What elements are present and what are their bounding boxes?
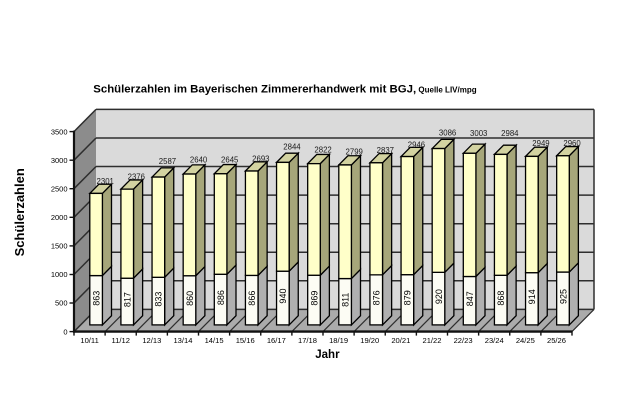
svg-text:2799: 2799 bbox=[346, 147, 363, 156]
svg-text:914: 914 bbox=[527, 289, 537, 304]
svg-text:3086: 3086 bbox=[439, 129, 456, 138]
svg-text:11/12: 11/12 bbox=[111, 336, 129, 345]
svg-text:2949: 2949 bbox=[532, 139, 549, 148]
svg-text:1000: 1000 bbox=[51, 270, 68, 279]
svg-text:20/21: 20/21 bbox=[391, 336, 410, 345]
svg-text:869: 869 bbox=[309, 291, 319, 306]
svg-text:2500: 2500 bbox=[51, 184, 68, 193]
svg-text:2960: 2960 bbox=[563, 139, 581, 148]
svg-text:23/24: 23/24 bbox=[485, 336, 504, 345]
svg-text:879: 879 bbox=[403, 290, 413, 305]
svg-text:2837: 2837 bbox=[377, 146, 394, 155]
svg-text:Jahr: Jahr bbox=[315, 349, 340, 361]
svg-text:925: 925 bbox=[558, 289, 568, 304]
svg-text:500: 500 bbox=[55, 299, 68, 308]
svg-text:817: 817 bbox=[123, 292, 133, 307]
svg-text:2640: 2640 bbox=[190, 156, 208, 165]
svg-text:2000: 2000 bbox=[51, 213, 68, 222]
svg-text:19/20: 19/20 bbox=[360, 336, 379, 345]
svg-text:863: 863 bbox=[91, 291, 101, 306]
svg-text:2984: 2984 bbox=[501, 129, 519, 138]
svg-text:Schülerzahlen im Bayerischen Z: Schülerzahlen im Bayerischen Zimmererhan… bbox=[93, 84, 476, 96]
svg-text:2301: 2301 bbox=[97, 177, 114, 186]
svg-text:Schülerzahlen: Schülerzahlen bbox=[12, 168, 27, 256]
svg-text:2376: 2376 bbox=[128, 172, 145, 181]
svg-text:3500: 3500 bbox=[51, 127, 68, 136]
svg-text:811: 811 bbox=[340, 293, 350, 307]
svg-text:876: 876 bbox=[372, 290, 382, 305]
svg-text:3000: 3000 bbox=[51, 156, 68, 165]
svg-text:868: 868 bbox=[496, 291, 506, 306]
svg-text:2693: 2693 bbox=[252, 154, 269, 163]
svg-text:920: 920 bbox=[434, 289, 444, 304]
svg-text:18/19: 18/19 bbox=[329, 336, 348, 345]
svg-text:2946: 2946 bbox=[408, 141, 425, 150]
svg-text:2844: 2844 bbox=[283, 142, 301, 151]
svg-text:10/11: 10/11 bbox=[80, 336, 98, 345]
svg-text:24/25: 24/25 bbox=[516, 336, 535, 345]
svg-text:3003: 3003 bbox=[470, 129, 487, 138]
svg-text:2822: 2822 bbox=[314, 145, 331, 154]
svg-text:22/23: 22/23 bbox=[454, 336, 473, 345]
svg-text:866: 866 bbox=[247, 291, 257, 306]
svg-text:886: 886 bbox=[216, 290, 226, 305]
svg-text:1500: 1500 bbox=[51, 242, 68, 251]
svg-text:860: 860 bbox=[185, 291, 195, 306]
svg-text:833: 833 bbox=[154, 292, 164, 307]
svg-text:14/15: 14/15 bbox=[205, 336, 224, 345]
svg-text:13/14: 13/14 bbox=[173, 336, 192, 345]
svg-text:21/22: 21/22 bbox=[422, 336, 441, 345]
svg-text:15/16: 15/16 bbox=[236, 336, 255, 345]
svg-text:847: 847 bbox=[465, 291, 475, 306]
svg-text:17/18: 17/18 bbox=[298, 336, 317, 345]
svg-text:12/13: 12/13 bbox=[142, 336, 161, 345]
svg-text:2587: 2587 bbox=[159, 157, 176, 166]
svg-text:25/26: 25/26 bbox=[547, 336, 566, 345]
svg-text:0: 0 bbox=[63, 327, 67, 336]
svg-text:940: 940 bbox=[278, 289, 288, 304]
svg-text:16/17: 16/17 bbox=[267, 336, 286, 345]
svg-text:2645: 2645 bbox=[221, 156, 239, 165]
